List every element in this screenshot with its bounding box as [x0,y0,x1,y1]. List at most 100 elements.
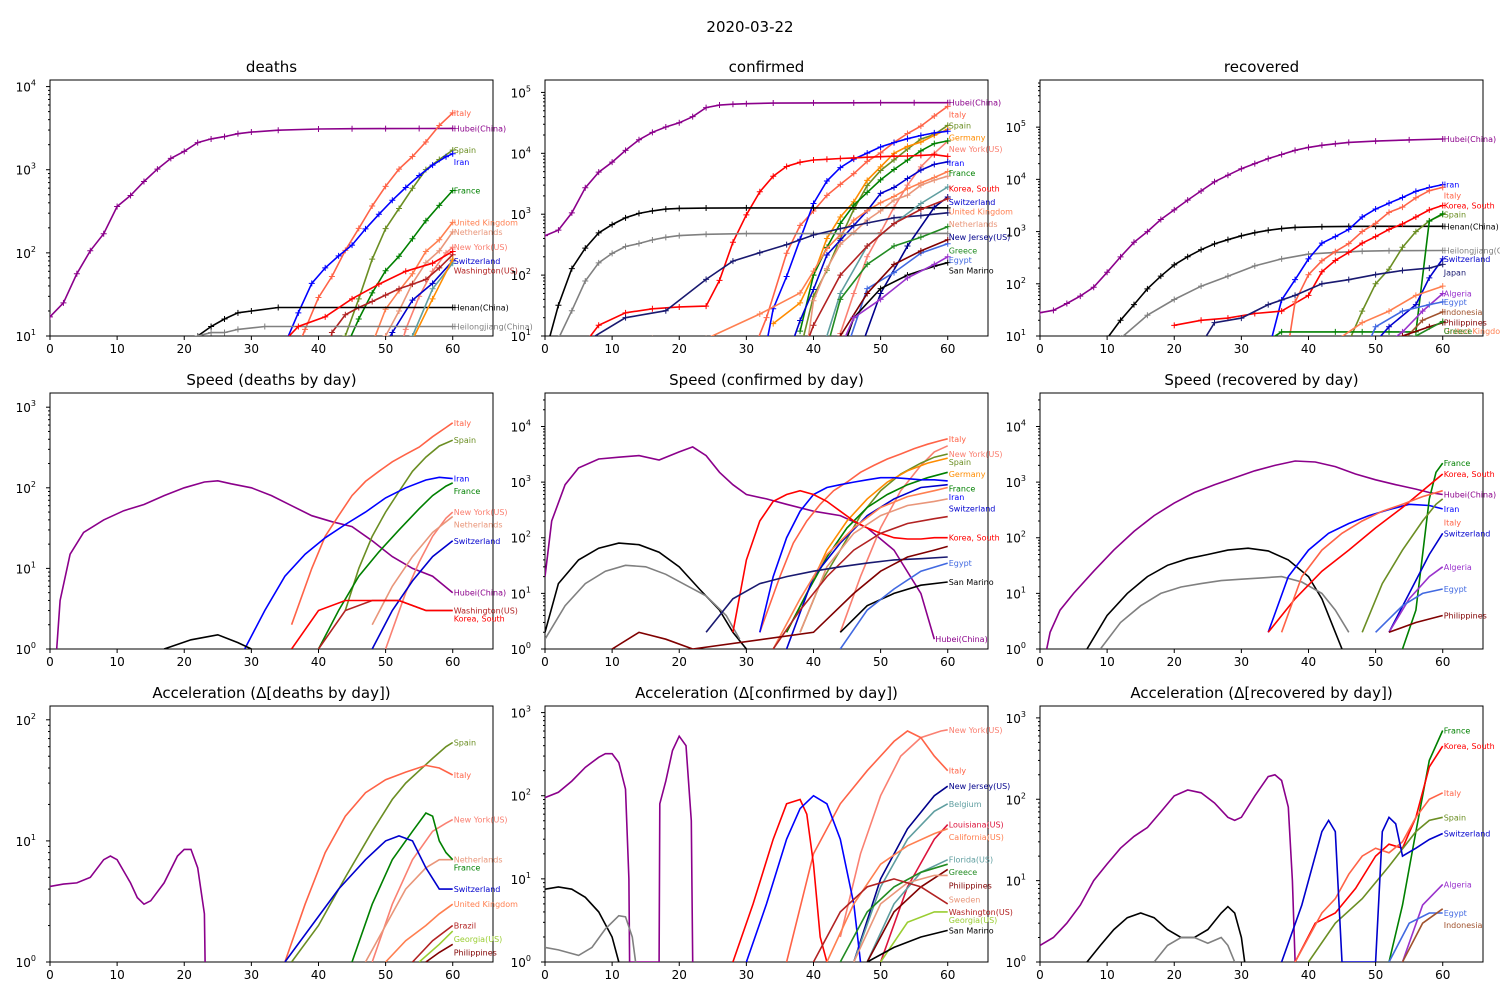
data-point [1332,338,1338,344]
series-line-iran [287,153,454,336]
series-label-iran: Iran [454,158,470,167]
data-point [383,376,389,382]
series-line-new-jersey-us [853,785,949,962]
series-line-korea-south [290,599,453,649]
series-line-netherlands [364,858,453,962]
series-line-iran [1271,183,1443,336]
x-tick-label: 60 [445,655,460,669]
plot-frame [544,705,989,963]
data-point [234,326,241,333]
data-point [810,232,817,239]
data-point [1224,172,1231,179]
series-line-henan-china [1107,225,1443,336]
series-line-france [317,482,454,649]
data-point [1399,244,1406,251]
data-point [851,365,857,371]
data-point [864,189,871,196]
series-line-greece [839,863,948,962]
series-line-san-marino [866,929,948,962]
series-line-hubei-china [1045,460,1443,649]
y-tick-label: 101 [16,560,36,576]
y-tick-label: 101 [1006,328,1026,344]
x-tick-label: 40 [806,342,821,356]
data-point [1198,187,1205,194]
series-line-egypt [850,243,948,336]
data-point [1292,276,1299,283]
data-point [904,130,911,137]
data-point [944,128,951,135]
series-line-italy [290,422,454,625]
series-line-france [351,811,454,962]
series-line-washington-us [808,198,948,336]
data-point [864,220,871,227]
data-point [449,304,456,311]
series-label-philippines: Philippines [1444,319,1487,328]
panel-acc-confirmed: Acceleration (Δ[confirmed by day]) 0 10 20 3… [511,684,1013,982]
data-point [1251,229,1258,236]
data-point [382,183,389,190]
data-point [275,127,282,134]
data-point [349,416,355,422]
plot-area [545,438,949,649]
data-point [1359,308,1366,315]
series-label-italy: Italy [949,767,967,776]
data-point [823,235,830,242]
data-point [248,129,255,136]
x-tick-label: 20 [1167,342,1182,356]
data-point [944,183,951,190]
data-point [1399,338,1405,344]
x-tick-label: 50 [873,655,888,669]
data-point [322,313,329,320]
x-tick-label: 30 [244,655,259,669]
series-label-georgia-us: Georgia(US) [454,935,503,944]
data-point [1406,136,1413,143]
data-point [810,394,816,400]
series-line-iran [745,794,862,962]
data-point [1439,298,1446,305]
series-label-switzerland: Switzerland [1444,829,1491,838]
series-line-united-kingdom [772,486,948,649]
data-point [582,184,589,191]
panel-title: Acceleration (Δ[confirmed by day]) [635,684,898,702]
data-point [302,326,309,333]
data-point [864,182,871,189]
series-line-japan [593,212,948,336]
data-point [743,230,750,237]
data-point [422,248,429,255]
data-point [649,236,656,243]
data-point [891,153,898,160]
data-point [1318,142,1325,149]
panel-deaths: deaths 0 10 20 30 40 50 60 101 102 103 104 Hubei(Chi… [16,58,533,422]
data-point [1426,218,1433,225]
panel-speed-deaths: Speed (deaths by day) 0 10 20 30 40 50 60 100 101… [16,371,518,669]
data-point [1171,261,1178,268]
series-label-united-kingdom: United Kingdom [454,218,518,227]
series-line-korea-south [1267,473,1444,633]
data-point [1439,210,1446,217]
data-point [582,278,589,285]
data-point [335,252,342,259]
data-point [1346,360,1352,366]
data-point [1171,296,1178,303]
series-line-spain [1350,213,1444,336]
series-line-hubei-china [50,848,206,962]
data-point [1386,323,1393,330]
series-line-france [1401,462,1444,649]
data-point [1292,298,1299,305]
data-point [382,292,389,299]
data-point [349,416,355,422]
data-point [1278,225,1285,232]
data-point [449,228,456,235]
data-point [1292,292,1299,299]
data-point [436,264,443,271]
data-point [1439,318,1446,325]
series-label-new-york-us: New York(US) [949,450,1003,459]
data-point [716,102,723,109]
data-point [1090,284,1097,291]
y-tick-label: 103 [511,705,531,721]
x-tick-label: 20 [672,342,687,356]
data-point [877,190,884,197]
data-point [194,139,201,146]
data-point [355,295,362,302]
series-label-switzerland: Switzerland [1444,255,1491,264]
